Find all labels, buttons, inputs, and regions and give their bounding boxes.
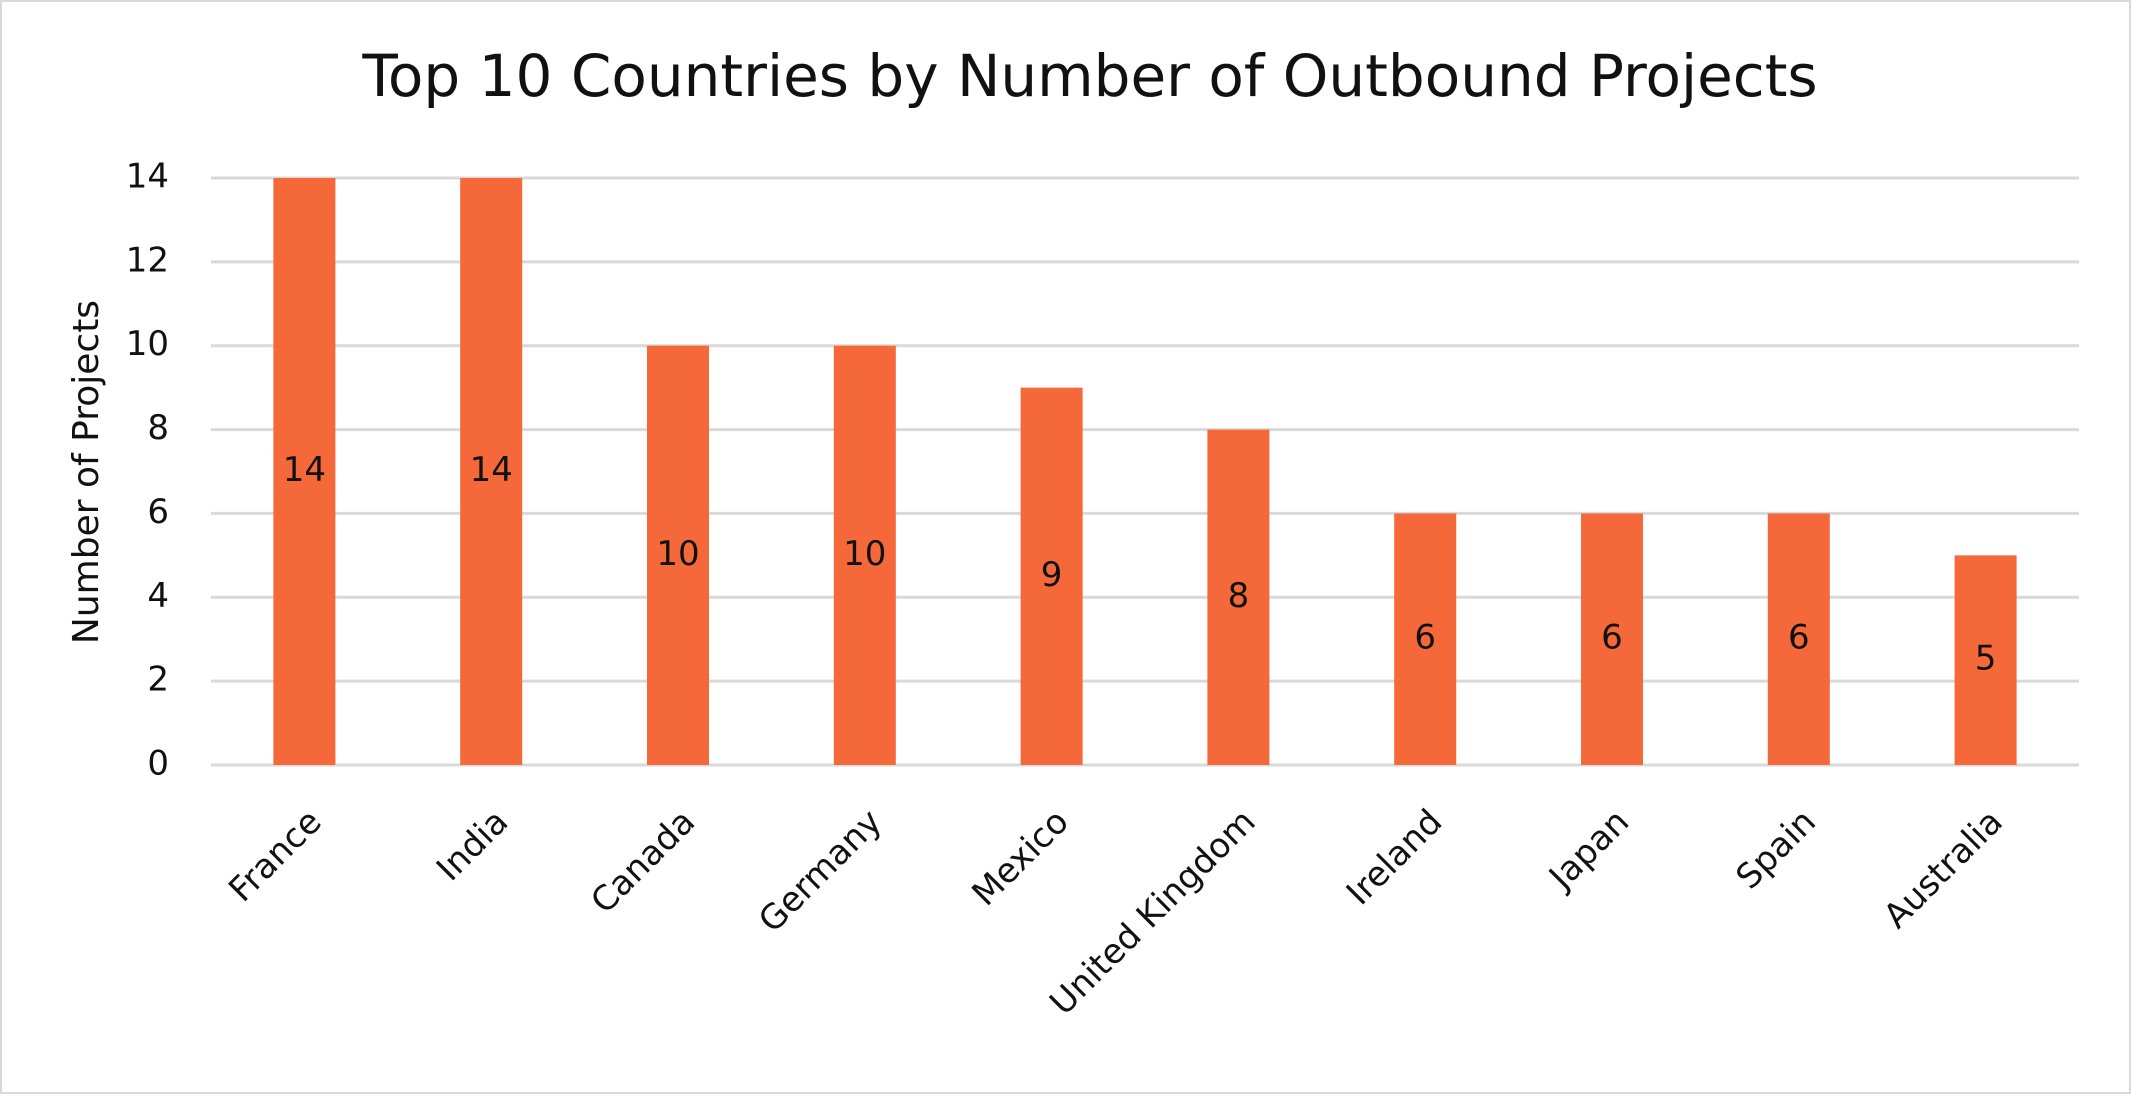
bar xyxy=(1020,387,1083,765)
data-label: 14 xyxy=(283,450,326,490)
chart-title: Top 10 Countries by Number of Outbound P… xyxy=(361,42,1817,110)
data-label: 9 xyxy=(1041,555,1063,595)
data-label: 5 xyxy=(1975,639,1997,679)
bar xyxy=(1394,513,1457,765)
y-tick-label: 8 xyxy=(147,408,169,448)
bar xyxy=(1954,555,2017,765)
data-label: 10 xyxy=(843,534,886,574)
y-tick-label: 14 xyxy=(126,157,169,197)
y-tick-label: 4 xyxy=(147,576,169,616)
data-label: 6 xyxy=(1414,618,1436,658)
y-axis-label: Number of Projects xyxy=(66,300,107,644)
y-tick-label: 10 xyxy=(126,324,169,364)
data-label: 6 xyxy=(1601,618,1623,658)
data-label: 6 xyxy=(1788,618,1810,658)
data-label: 8 xyxy=(1228,576,1250,616)
y-tick-label: 2 xyxy=(147,660,169,700)
y-tick-label: 6 xyxy=(147,492,169,532)
bar xyxy=(460,178,523,765)
bar xyxy=(833,345,896,765)
bar xyxy=(647,345,709,765)
data-label: 14 xyxy=(470,450,513,490)
y-tick-label: 12 xyxy=(126,240,169,280)
bar xyxy=(273,178,336,765)
bar xyxy=(1767,513,1830,765)
bar xyxy=(1207,429,1270,765)
data-label: 10 xyxy=(656,534,699,574)
bar xyxy=(1581,513,1643,765)
y-tick-label: 0 xyxy=(147,744,169,784)
